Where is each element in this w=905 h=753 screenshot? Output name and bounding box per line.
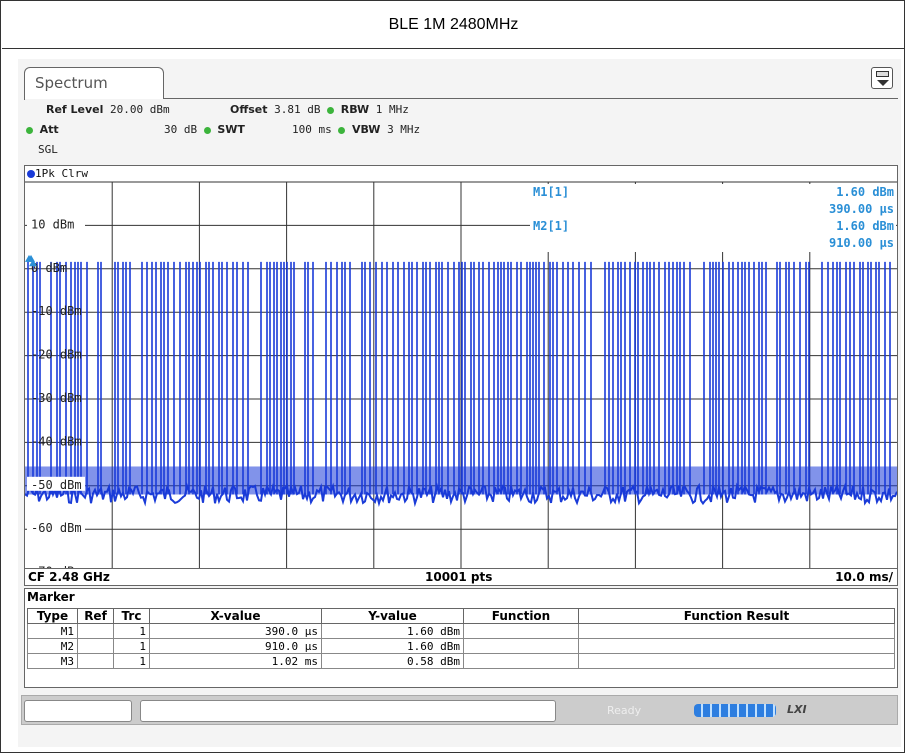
- col-y-value: Y-value: [321, 608, 464, 624]
- ref-level-label: Ref Level: [46, 103, 104, 116]
- trace-label: 1Pk Clrw: [27, 167, 88, 180]
- y-tick-label: -10 dBm: [31, 304, 82, 318]
- status-dot-icon: [203, 126, 211, 134]
- marker-m2-name: M2[1]: [533, 219, 569, 233]
- status-bar: Ready LXI: [21, 695, 898, 725]
- y-tick-label: -60 dBm: [31, 521, 82, 535]
- marker-m1-time: 390.00 µs: [829, 202, 894, 216]
- y-tick-label: -40 dBm: [31, 434, 82, 448]
- offset-label: Offset: [230, 103, 268, 116]
- offset-value: 3.81 dB: [274, 103, 321, 116]
- col-x-value: X-value: [149, 608, 322, 624]
- col-type: Type: [27, 608, 78, 624]
- y-tick-label: -20 dBm: [31, 348, 82, 362]
- col-ref: Ref: [77, 608, 114, 624]
- y-tick-label: -50 dBm: [31, 478, 82, 492]
- ref-level-setting: Ref Level 20.00 dBm: [46, 103, 170, 116]
- ref-level-value: 20.00 dBm: [110, 103, 170, 116]
- marker-table-panel: Marker Type Ref Trc X-value Y-value Func…: [24, 588, 898, 688]
- tab-spectrum[interactable]: Spectrum: [24, 67, 164, 99]
- marker-m3-symbol: [29, 259, 37, 267]
- marker-table-title: Marker: [27, 590, 75, 604]
- att-setting: Att: [26, 123, 59, 136]
- tab-divider: [164, 98, 898, 99]
- status-dot-icon: [26, 126, 33, 134]
- time-scale: 10.0 ms/: [835, 570, 893, 584]
- burst-trace: [27, 261, 891, 495]
- y-tick-label: 0 dBm: [31, 261, 67, 275]
- progress-indicator: [694, 704, 776, 717]
- table-row[interactable]: M1 1 390.0 µs 1.60 dBm: [27, 623, 895, 639]
- noise-band: [25, 466, 897, 495]
- vbw-value: 3 MHz: [387, 123, 421, 136]
- col-function-result: Function Result: [578, 608, 895, 624]
- marker-m1-name: M1[1]: [533, 185, 569, 199]
- att-swt-setting: 30 dB SWT: [164, 123, 245, 136]
- swt-value: 100 ms: [292, 123, 332, 136]
- att-value: 30 dB: [164, 123, 198, 136]
- status-dot-icon: [327, 106, 335, 114]
- y-tick-label: -70 dBm: [31, 565, 82, 569]
- y-tick-label: 10 dBm: [31, 217, 74, 231]
- rbw-label: RBW: [340, 103, 370, 116]
- trace-dot-icon: [27, 170, 35, 178]
- marker-m1-level: 1.60 dBm: [836, 185, 894, 199]
- marker-m2-time: 910.00 µs: [829, 236, 894, 250]
- marker-m2-level: 1.60 dBm: [836, 219, 894, 233]
- att-label: Att: [39, 123, 59, 136]
- col-trc: Trc: [113, 608, 150, 624]
- figure-caption: BLE 1M 2480MHz: [2, 2, 905, 49]
- col-function: Function: [463, 608, 579, 624]
- table-row[interactable]: M2 1 910.0 µs 1.60 dBm: [27, 638, 895, 654]
- table-row[interactable]: M3 1 1.02 ms 0.58 dBm: [27, 653, 895, 669]
- menu-icon[interactable]: [871, 67, 893, 89]
- status-message-field[interactable]: [140, 700, 556, 722]
- offset-setting: Offset 3.81 dB RBW 1 MHz: [230, 103, 409, 116]
- rbw-value: 1 MHz: [375, 103, 409, 116]
- sweep-mode: SGL: [38, 143, 58, 156]
- marker-table: Type Ref Trc X-value Y-value Function Fu…: [27, 608, 895, 669]
- swt-label: SWT: [217, 123, 245, 136]
- center-frequency: CF 2.48 GHz: [28, 570, 110, 584]
- swt-vbw-setting: 100 ms VBW 3 MHz: [292, 123, 420, 136]
- lxi-logo: LXI: [787, 703, 807, 716]
- y-tick-label: -30 dBm: [31, 391, 82, 405]
- analyzer-screen: Spectrum Ref Level 20.00 dBm Offset 3.81…: [18, 59, 901, 747]
- status-dot-icon: [338, 126, 346, 134]
- spectrum-diagram: 1Pk Clrw 10 dBm 0 dBm -10 dBm -20 dBm -30 dB…: [24, 165, 898, 586]
- vbw-label: VBW: [352, 123, 381, 136]
- trace-plot: 10 dBm 0 dBm -10 dBm -20 dBm -30 dBm -40 dBm -…: [25, 181, 897, 569]
- status-text: Ready: [607, 704, 642, 717]
- diagram-footer: CF 2.48 GHz 10001 pts 10.0 ms/: [24, 568, 898, 586]
- sweep-points: 10001 pts: [425, 570, 493, 584]
- status-field-left[interactable]: [24, 700, 132, 722]
